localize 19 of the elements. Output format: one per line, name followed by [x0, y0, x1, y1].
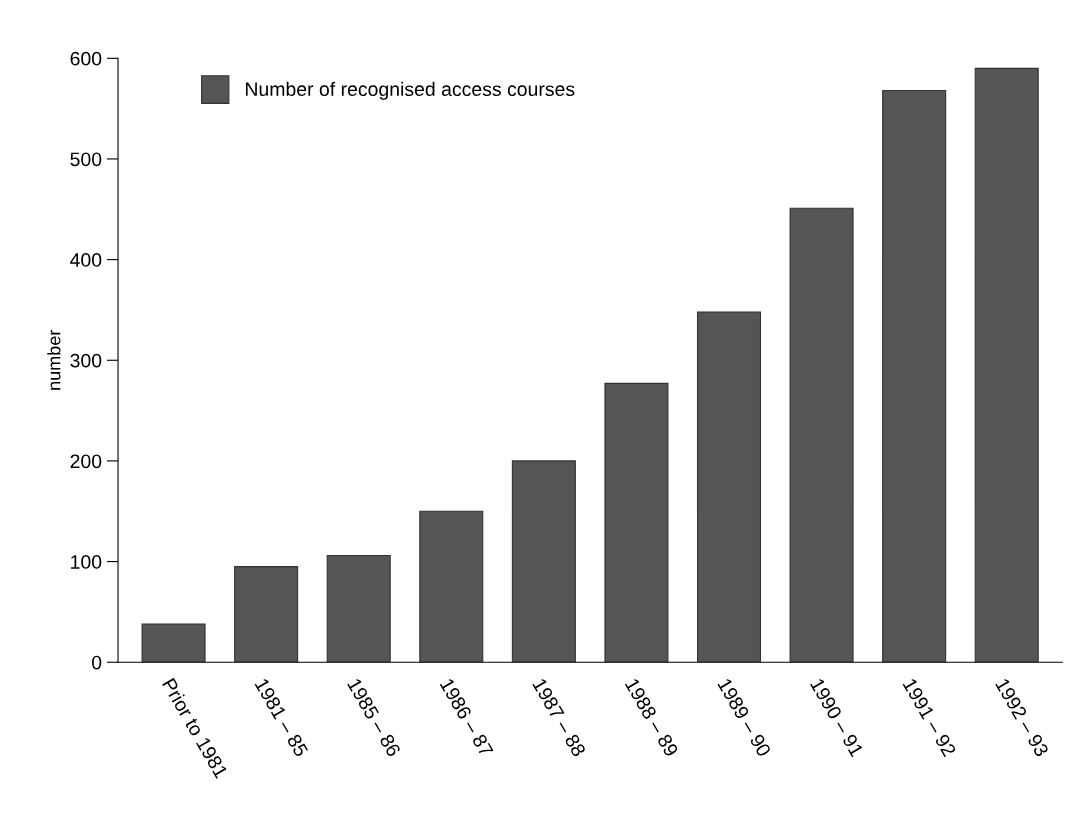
- bar: [882, 89, 947, 663]
- bar: [141, 623, 206, 663]
- y-tick-label: 300: [70, 353, 102, 368]
- y-tick-label: 600: [70, 51, 102, 66]
- y-tick-label: 500: [70, 152, 102, 167]
- bar: [234, 566, 299, 663]
- y-tick-label: 400: [70, 253, 102, 267]
- y-tick-label: 200: [70, 454, 102, 469]
- bar: [511, 460, 576, 663]
- bar: [604, 382, 669, 663]
- bar: [696, 311, 762, 663]
- y-tick-label: 100: [71, 555, 102, 569]
- y-tick-label: 0: [92, 655, 102, 670]
- bar: [419, 510, 484, 663]
- bar: [974, 67, 1039, 663]
- y-axis-title: number: [47, 329, 61, 390]
- bar: [326, 554, 391, 663]
- legend-label: Number of recognised access courses: [246, 81, 575, 100]
- bar: [789, 207, 854, 663]
